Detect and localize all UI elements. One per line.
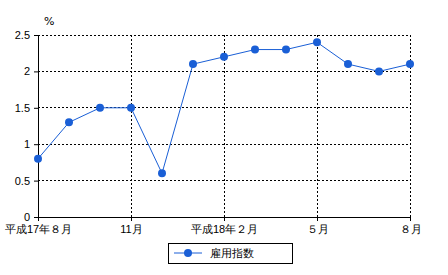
- x-tick: 平成18年２月: [191, 217, 258, 235]
- y-tick: 1: [24, 138, 38, 150]
- legend-marker: [184, 249, 192, 257]
- y-tick-label: 1: [24, 138, 30, 150]
- y-tick: 0.5: [15, 175, 38, 187]
- series-line: [38, 42, 410, 173]
- x-tick: 11月: [120, 217, 142, 235]
- data-point: [282, 46, 290, 54]
- x-tick-mark: [38, 217, 39, 221]
- y-axis: 0 0.5 1 1.5 2 2.5: [15, 29, 39, 223]
- x-axis: 平成17年８月 11月 平成18年２月 ５月 ８月: [5, 217, 422, 235]
- y-tick-mark: [34, 217, 38, 218]
- x-tick-label: ５月: [307, 223, 329, 235]
- data-point: [96, 104, 104, 112]
- data-point: [65, 118, 73, 126]
- chart: 0 0.5 1 1.5 2 2.5 平成17年８月 11月 平成18年２月 ５月 ８月% 雇用指数: [0, 0, 448, 275]
- y-tick-mark: [34, 35, 38, 36]
- x-axis-line: [39, 218, 411, 222]
- y-tick-mark: [34, 108, 38, 109]
- data-point: [158, 169, 166, 177]
- y-tick-label: 2: [24, 65, 30, 77]
- y-tick-label: 1.5: [15, 102, 30, 114]
- data-point: [34, 155, 42, 163]
- y-tick-mark: [34, 181, 38, 182]
- plot-area: [34, 38, 414, 177]
- legend: 雇用指数: [168, 243, 292, 263]
- legend-label: 雇用指数: [210, 247, 254, 260]
- grid-line: [224, 35, 225, 217]
- y-tick-label: 2.5: [15, 29, 30, 41]
- y-tick-label: 0.5: [15, 175, 30, 187]
- data-point: [220, 53, 228, 61]
- data-point: [375, 67, 383, 75]
- y-tick: 2.5: [15, 29, 38, 41]
- y-tick: 2: [24, 65, 38, 77]
- data-point: [251, 46, 259, 54]
- y-tick: 0: [24, 211, 38, 223]
- legend-box: [168, 243, 292, 263]
- data-point: [313, 38, 321, 46]
- x-tick-label: ８月: [400, 223, 422, 235]
- x-tick: 平成17年８月: [5, 217, 72, 235]
- x-tick-label: 平成17年８月: [5, 223, 72, 235]
- x-tick-mark: [410, 217, 411, 221]
- x-tick-label: 11月: [120, 223, 142, 235]
- y-tick-mark: [34, 144, 38, 145]
- y-tick-label: 0: [24, 211, 30, 223]
- grid-line: [131, 35, 132, 217]
- grid-line: [317, 35, 318, 217]
- x-tick-mark: [317, 217, 318, 221]
- data-point: [189, 60, 197, 68]
- y-axis-title: %: [44, 15, 54, 28]
- x-tick-label: 平成18年２月: [191, 223, 258, 235]
- data-point: [406, 60, 414, 68]
- x-tick: ８月: [400, 217, 422, 235]
- grid: [38, 35, 410, 217]
- y-tick-mark: [34, 71, 38, 72]
- x-tick: ５月: [307, 217, 329, 235]
- y-axis-line: [34, 36, 39, 218]
- data-point: [344, 60, 352, 68]
- x-tick-mark: [224, 217, 225, 221]
- x-tick-mark: [131, 217, 132, 221]
- y-tick: 1.5: [15, 102, 38, 114]
- data-point: [127, 104, 135, 112]
